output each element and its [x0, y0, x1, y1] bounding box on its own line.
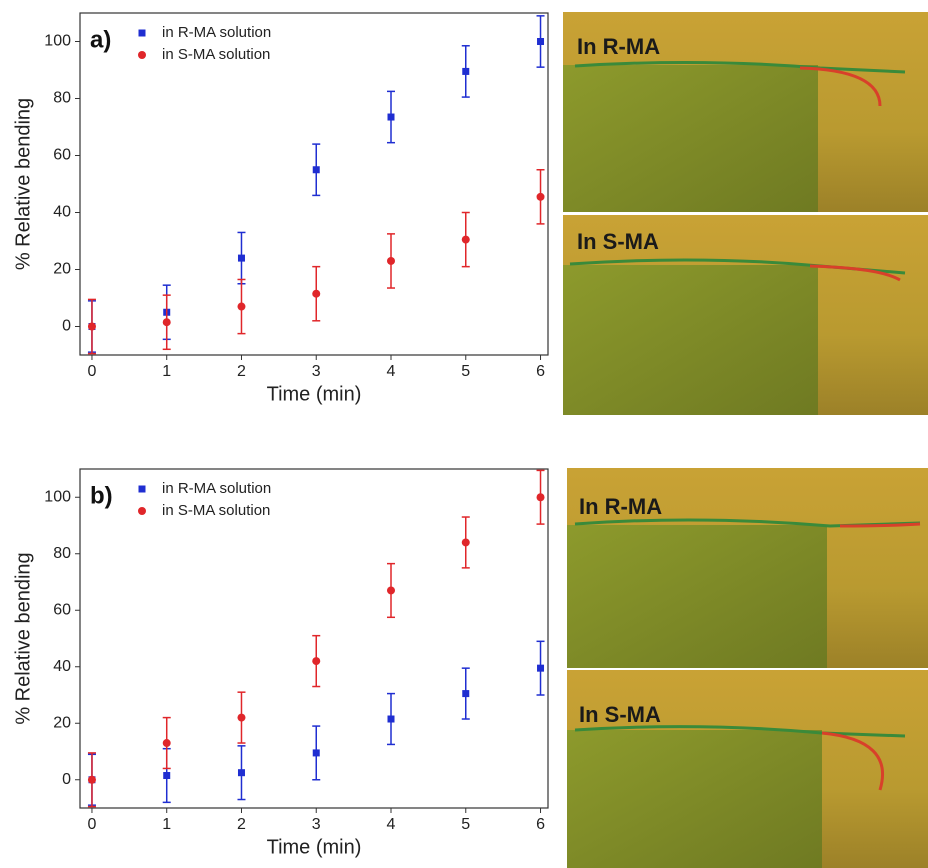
photo-label: In R-MA: [577, 34, 660, 59]
marker: [163, 772, 171, 780]
marker: [387, 113, 395, 121]
legend-marker: [138, 507, 146, 515]
legend-marker: [138, 485, 146, 493]
marker: [237, 254, 245, 262]
x-tick-label: 4: [387, 363, 396, 380]
marker: [461, 538, 470, 547]
marker: [87, 775, 96, 784]
x-tick-label: 5: [461, 363, 470, 380]
x-tick-label: 3: [312, 363, 321, 380]
legend-label: in S-MA solution: [162, 46, 270, 63]
marker: [462, 690, 470, 698]
marker: [387, 586, 396, 595]
x-axis-title: Time (min): [267, 383, 362, 405]
y-tick-label: 80: [53, 90, 71, 107]
x-tick-label: 2: [237, 816, 246, 833]
plot-frame: [79, 468, 549, 809]
marker: [312, 657, 321, 666]
plot-frame: [79, 12, 549, 356]
y-tick-label: 100: [44, 33, 71, 50]
panel-label: a): [90, 26, 111, 53]
marker: [312, 289, 321, 298]
y-tick-label: 80: [53, 545, 71, 562]
marker: [237, 302, 246, 311]
y-tick-label: 0: [62, 318, 71, 335]
marker: [87, 322, 96, 331]
marker: [536, 192, 545, 201]
x-tick-label: 0: [88, 363, 97, 380]
photo-label: In S-MA: [577, 229, 659, 254]
photo: In R-MA: [567, 468, 928, 668]
x-tick-label: 0: [88, 816, 97, 833]
marker: [536, 493, 545, 502]
x-tick-label: 1: [162, 363, 171, 380]
marker: [537, 38, 545, 45]
x-tick-label: 6: [536, 816, 545, 833]
x-tick-label: 5: [461, 816, 470, 833]
photo: In S-MA: [563, 215, 928, 415]
photo: In S-MA: [567, 670, 928, 868]
photo: In R-MA: [563, 12, 928, 212]
y-tick-label: 0: [62, 771, 71, 788]
y-tick-label: 20: [53, 261, 71, 278]
y-tick-label: 60: [53, 147, 71, 164]
marker: [462, 67, 470, 75]
y-tick-label: 40: [53, 658, 71, 675]
photo-label: In R-MA: [579, 494, 662, 519]
marker: [387, 715, 395, 723]
marker: [461, 235, 470, 244]
legend-label: in R-MA solution: [162, 24, 271, 41]
x-tick-label: 4: [387, 816, 396, 833]
x-tick-label: 3: [312, 816, 321, 833]
legend-label: in S-MA solution: [162, 502, 270, 519]
y-tick-label: 60: [53, 601, 71, 618]
legend-marker: [138, 51, 146, 59]
y-tick-label: 40: [53, 204, 71, 221]
y-axis-title: % Relative bending: [12, 98, 34, 270]
marker: [237, 713, 246, 722]
panel-label: b): [90, 482, 113, 509]
marker: [312, 749, 320, 757]
photo-label: In S-MA: [579, 702, 661, 727]
marker: [537, 664, 545, 672]
x-axis-title: Time (min): [267, 836, 362, 858]
marker: [387, 256, 396, 265]
marker: [162, 739, 171, 748]
marker: [312, 166, 320, 174]
legend-label: in R-MA solution: [162, 480, 271, 497]
y-axis-title: % Relative bending: [12, 552, 34, 724]
x-tick-label: 6: [536, 363, 545, 380]
y-tick-label: 100: [44, 488, 71, 505]
marker: [237, 769, 245, 777]
x-tick-label: 2: [237, 363, 246, 380]
y-tick-label: 20: [53, 714, 71, 731]
marker: [162, 318, 171, 327]
x-tick-label: 1: [162, 816, 171, 833]
legend-marker: [138, 29, 146, 37]
